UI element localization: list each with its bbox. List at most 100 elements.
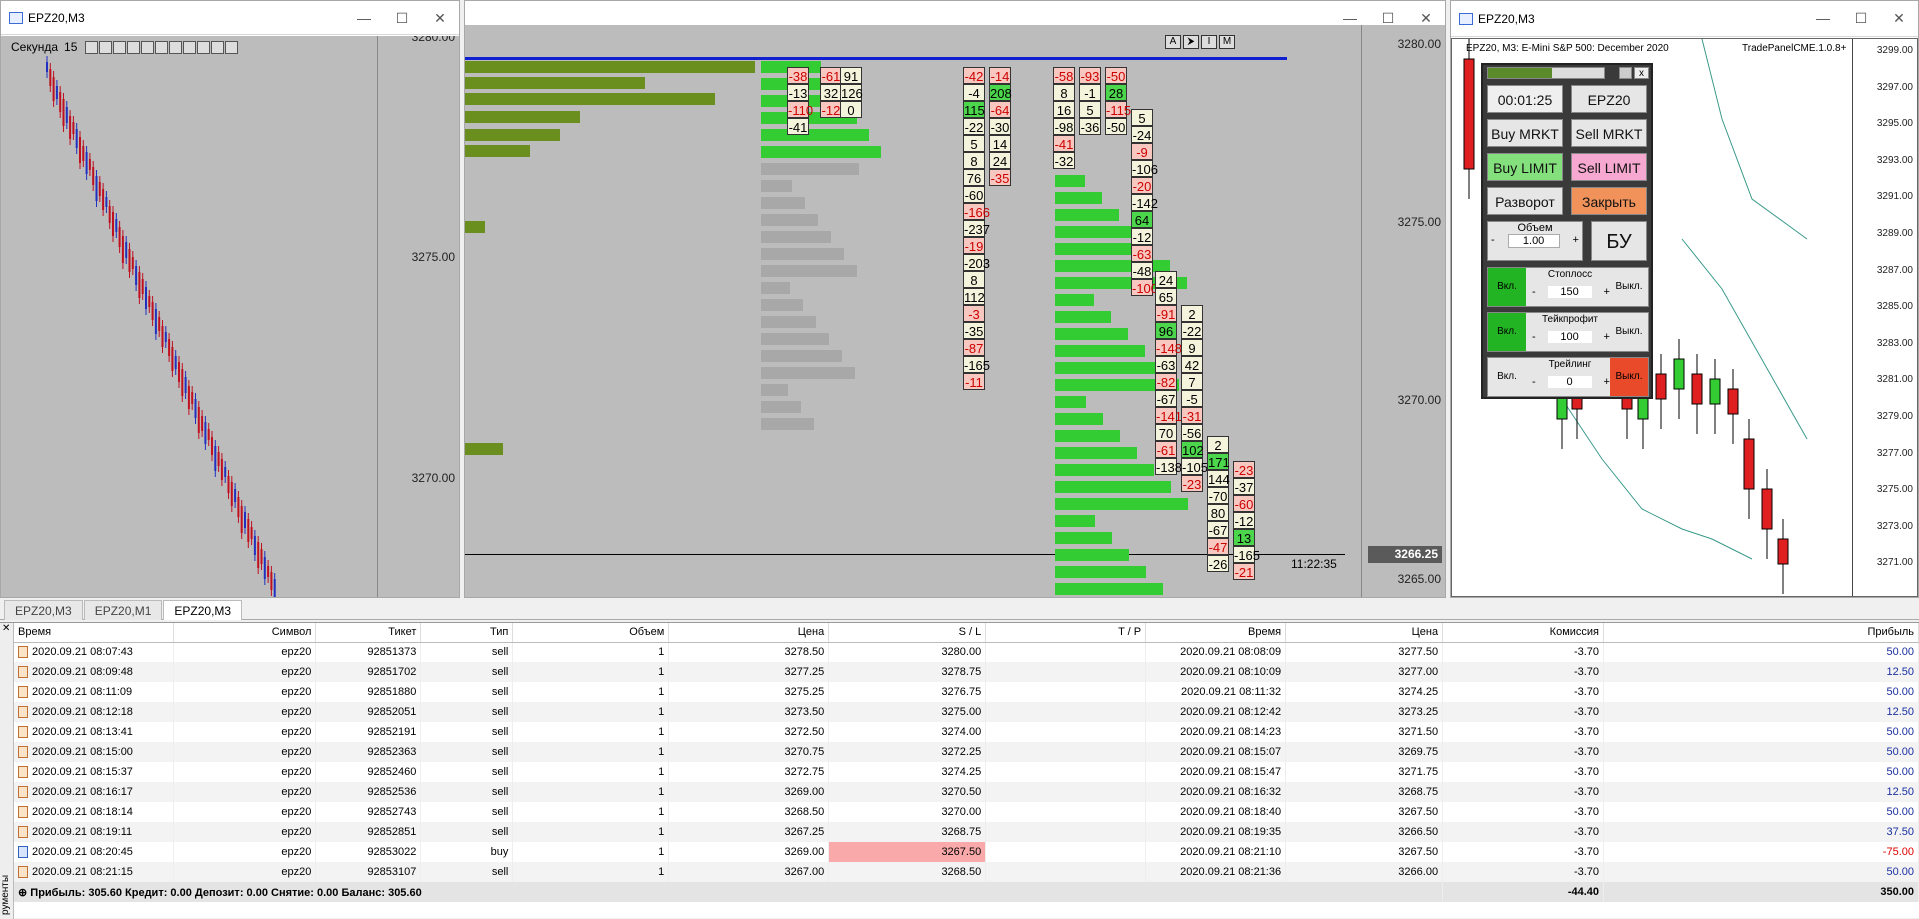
stoploss-off-button[interactable]: Выкл. (1615, 281, 1643, 292)
sell-limit-button[interactable]: Sell LIMIT (1571, 153, 1647, 181)
volume-bar (1055, 583, 1163, 595)
mode-a-button[interactable]: A (1165, 35, 1181, 49)
minimize-icon[interactable]: — (1343, 10, 1357, 26)
takeprofit-on-button[interactable]: Вкл. (1488, 313, 1526, 351)
column-header[interactable]: S / L (828, 623, 987, 643)
symbol-button[interactable]: EPZ20 (1571, 85, 1647, 113)
panel-minimize-icon[interactable] (1619, 67, 1632, 79)
candle (79, 137, 81, 163)
tool-icon[interactable] (127, 40, 141, 54)
column-header[interactable]: Цена (1285, 623, 1444, 643)
table-cell: 3277.25 (668, 662, 830, 682)
close-icon[interactable]: ✕ (1893, 9, 1905, 26)
trailing-on-button[interactable]: Вкл. (1497, 371, 1517, 382)
footprint-cell: -26 (1207, 555, 1229, 572)
column-header[interactable]: Тикет (315, 623, 422, 643)
table-row[interactable]: 2020.09.21 08:16:17 epz20 92852536 sell 1 326… (14, 782, 1919, 802)
maximize-icon[interactable]: ☐ (395, 9, 409, 26)
buy-market-button[interactable]: Buy MRKT (1487, 119, 1563, 147)
tool-icon[interactable] (99, 40, 113, 54)
column-header[interactable]: T / P (985, 623, 1147, 643)
table-row[interactable]: 2020.09.21 08:20:45 epz20 92853022 buy 1 3269… (14, 842, 1919, 862)
tool-icon[interactable] (225, 40, 239, 54)
volume-plus-button[interactable]: + (1572, 234, 1579, 246)
column-header[interactable]: Время (14, 623, 175, 643)
column-header[interactable]: Прибыль (1603, 623, 1919, 643)
mode-m-button[interactable]: M (1219, 35, 1235, 49)
stoploss-on-button[interactable]: Вкл. (1488, 268, 1526, 306)
table-row[interactable]: 2020.09.21 08:09:48 epz20 92851702 sell 1 327… (14, 662, 1919, 682)
tool-icon[interactable] (169, 40, 183, 54)
table-cell: 3274.25 (828, 762, 987, 782)
stoploss-input[interactable]: 150 (1547, 286, 1592, 298)
table-cell: -3.70 (1442, 782, 1605, 802)
volume-input[interactable]: 1.00 (1507, 234, 1560, 248)
takeprofit-input[interactable]: 100 (1547, 331, 1592, 343)
mode-arrow-button[interactable]: ⮞ (1183, 35, 1199, 49)
candle-chart[interactable]: Секунда 15 3280.00 3275.00 3270.00 (1, 36, 459, 597)
table-row[interactable]: 2020.09.21 08:12:18 epz20 92852051 sell 1 327… (14, 702, 1919, 722)
column-header[interactable]: Комиссия (1442, 623, 1605, 643)
panel-close-icon[interactable]: x (1634, 67, 1649, 79)
close-icon[interactable]: ✕ (434, 9, 446, 26)
candle (82, 146, 85, 161)
tool-icon[interactable] (85, 40, 99, 54)
trailing-off-button[interactable]: Выкл. (1610, 358, 1648, 396)
tool-icon[interactable] (211, 40, 225, 54)
price-label: 3277.00 (1876, 447, 1913, 459)
footprint-cell: -48 (1131, 262, 1153, 279)
maximize-icon[interactable]: ☐ (1381, 9, 1395, 26)
column-header[interactable]: Тип (420, 623, 514, 643)
footprint-cell: 32 (820, 84, 842, 101)
breakeven-button[interactable]: БУ (1591, 221, 1647, 261)
close-position-button[interactable]: Закрыть (1571, 187, 1647, 215)
tool-icon[interactable] (113, 40, 127, 54)
trailing-input[interactable]: 0 (1547, 376, 1592, 388)
tool-icon[interactable] (197, 40, 211, 54)
tab-epz20-m3-active[interactable]: EPZ20,M3 (163, 600, 243, 620)
minimize-icon[interactable]: — (357, 10, 371, 26)
window-titlebar[interactable]: EPZ20,M3 — ☐ ✕ (1451, 1, 1918, 37)
expand-icon[interactable]: ⊕ (18, 886, 31, 899)
takeprofit-plus-button[interactable]: + (1603, 331, 1610, 343)
minimize-icon[interactable]: — (1816, 10, 1830, 26)
sell-market-button[interactable]: Sell MRKT (1571, 119, 1647, 147)
trailing-plus-button[interactable]: + (1603, 376, 1610, 388)
table-row[interactable]: 2020.09.21 08:15:37 epz20 92852460 sell 1 327… (14, 762, 1919, 782)
table-row[interactable]: 2020.09.21 08:18:14 epz20 92852743 sell 1 326… (14, 802, 1919, 822)
period-value[interactable]: 15 (64, 40, 78, 54)
table-row[interactable]: 2020.09.21 08:15:00 epz20 92852363 sell 1 327… (14, 742, 1919, 762)
tool-icon[interactable] (141, 40, 155, 54)
tool-icon[interactable] (183, 40, 197, 54)
table-cell: epz20 (173, 682, 317, 702)
table-row[interactable]: 2020.09.21 08:11:09 epz20 92851880 sell 1 327… (14, 682, 1919, 702)
window-titlebar[interactable]: EPZ20,M3 — ☐ ✕ (1, 1, 459, 35)
volume-minus-button[interactable]: - (1491, 234, 1495, 246)
table-row[interactable]: 2020.09.21 08:07:43 epz20 92851373 sell 1 327… (14, 642, 1919, 662)
table-row[interactable]: 2020.09.21 08:21:15 epz20 92853107 sell 1 326… (14, 862, 1919, 882)
tab-epz20-m1[interactable]: EPZ20,M1 (83, 600, 163, 620)
table-row[interactable]: 2020.09.21 08:19:11 epz20 92852851 sell 1 326… (14, 822, 1919, 842)
tool-icon[interactable] (155, 40, 169, 54)
stoploss-plus-button[interactable]: + (1603, 286, 1610, 298)
buy-limit-button[interactable]: Buy LIMIT (1487, 153, 1563, 181)
table-row[interactable]: 2020.09.21 08:13:41 epz20 92852191 sell 1 327… (14, 722, 1919, 742)
mode-i-button[interactable]: I (1201, 35, 1217, 49)
column-header[interactable]: Объем (512, 623, 670, 643)
maximize-icon[interactable]: ☐ (1854, 9, 1868, 26)
sidebar-close-icon[interactable]: ✕ (2, 623, 11, 634)
column-header[interactable]: Символ (173, 623, 317, 643)
footprint-chart[interactable]: -38 -13 -110 -41 -61 32 -12 91 126 0 -42 -4 115 -22 5 8… (465, 25, 1445, 597)
trailing-minus-button[interactable]: - (1532, 376, 1536, 388)
table-cell: 2020.09.21 08:16:32 (1145, 782, 1287, 802)
column-header[interactable]: Цена (668, 623, 830, 643)
terminal-sidebar[interactable]: ✕ рументы (0, 623, 14, 919)
stoploss-minus-button[interactable]: - (1532, 286, 1536, 298)
takeprofit-minus-button[interactable]: - (1532, 331, 1536, 343)
tab-epz20-m3[interactable]: EPZ20,M3 (4, 600, 83, 620)
footprint-cell: -23 (1181, 475, 1203, 492)
reverse-button[interactable]: Разворот (1487, 187, 1563, 215)
takeprofit-off-button[interactable]: Выкл. (1615, 326, 1643, 337)
close-icon[interactable]: ✕ (1420, 9, 1432, 26)
column-header[interactable]: Время (1145, 623, 1287, 643)
